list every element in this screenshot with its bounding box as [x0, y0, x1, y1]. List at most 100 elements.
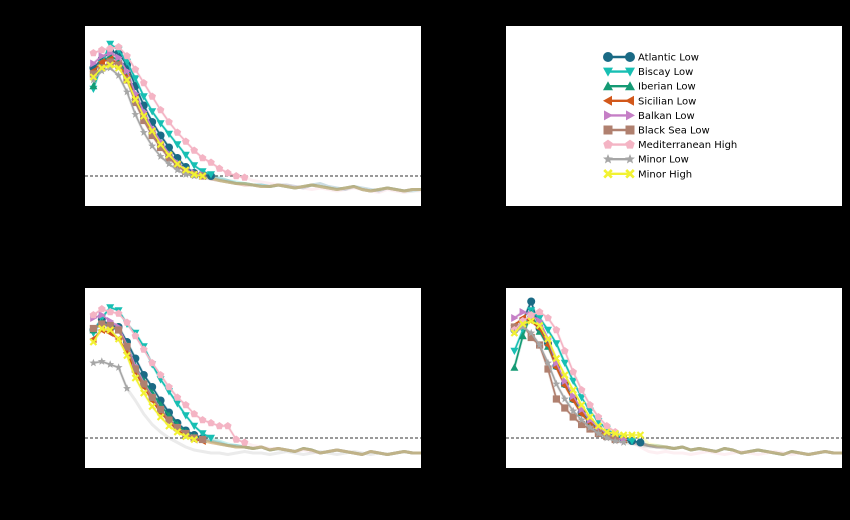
series-point-mediterranean-high — [114, 43, 123, 51]
series-point-mediterranean-high — [97, 46, 106, 54]
series-point-mediterranean-high — [569, 368, 578, 376]
legend-label: Minor Low — [638, 155, 689, 166]
series-point-minor-high — [140, 389, 148, 397]
series-point-mediterranean-high — [173, 393, 182, 401]
series-point-minor-high — [636, 431, 645, 439]
series-point-biscay-low — [207, 434, 215, 442]
series-point-mediterranean-high — [207, 158, 215, 166]
legend-entry-black-sea-low: Black Sea Low — [603, 125, 710, 137]
legend-marker — [625, 95, 634, 106]
panel-bottom-right — [506, 288, 842, 468]
series-point-black-sea-low — [98, 320, 106, 328]
series-point-mediterranean-high — [106, 308, 115, 316]
series-point-minor-low — [131, 110, 140, 118]
series-point-minor-high — [577, 401, 586, 409]
series-point-mediterranean-high — [215, 422, 224, 430]
series-point-minor-low — [114, 363, 123, 371]
series-point-mediterranean-high — [198, 154, 207, 162]
series-point-minor-high — [190, 170, 198, 179]
series-point-black-sea-low — [115, 326, 123, 334]
series-point-mediterranean-high — [207, 419, 215, 427]
series-point-minor-high — [611, 429, 619, 438]
series-point-black-sea-low — [123, 342, 131, 351]
series-point-minor-low — [535, 340, 544, 349]
legend-label: Balkan Low — [638, 111, 695, 122]
series-point-minor-high — [594, 422, 603, 430]
series-point-biscay-low — [173, 400, 182, 408]
series-point-biscay-low — [106, 304, 115, 312]
series-point-minor-high — [190, 435, 198, 444]
series-point-mediterranean-high — [560, 347, 569, 355]
series-point-mediterranean-high — [223, 169, 232, 177]
series-point-minor-low — [619, 438, 628, 446]
series-line-minor-high — [513, 320, 641, 436]
series-point-minor-high — [106, 61, 114, 69]
series-point-black-sea-low — [561, 404, 569, 412]
series-point-minor-low — [586, 423, 594, 431]
plot-marks — [506, 297, 842, 456]
series-point-minor-low — [139, 128, 148, 136]
series-point-minor-high — [114, 335, 123, 343]
series-point-minor-high — [544, 335, 552, 343]
legend-entry-sicilian-low: Sicilian Low — [603, 95, 696, 107]
series-point-mediterranean-high — [577, 386, 586, 394]
series-point-minor-high — [173, 160, 182, 168]
series-point-minor-low — [89, 358, 98, 367]
series-point-mediterranean-high — [123, 52, 131, 60]
series-point-mediterranean-high — [148, 92, 157, 100]
series-point-biscay-low — [586, 407, 594, 415]
legend-entry-minor-low: Minor Low — [603, 153, 689, 166]
series-point-minor-high — [123, 76, 131, 84]
series-point-mediterranean-high — [240, 438, 249, 446]
legend-marker — [625, 125, 635, 135]
series-point-biscay-low — [577, 394, 586, 402]
series-point-biscay-low — [190, 162, 199, 170]
series-point-minor-high — [131, 95, 140, 104]
series-point-black-sea-low — [89, 70, 97, 78]
series-point-mediterranean-high — [181, 401, 190, 409]
legend-entry-iberian-low: Iberian Low — [603, 81, 696, 93]
series-point-biscay-low — [535, 314, 544, 322]
series-point-black-sea-low — [173, 423, 181, 432]
legend-label: Iberian Low — [638, 82, 696, 93]
series-point-mediterranean-high — [594, 413, 603, 421]
series-point-minor-high — [89, 73, 98, 81]
series-point-black-sea-low — [569, 413, 577, 421]
series-point-minor-low — [173, 165, 182, 174]
panel-top-right-legend: Atlantic Low Biscay Low Iberian Low Sicilia… — [506, 26, 842, 206]
series-point-minor-low — [148, 141, 157, 150]
series-point-minor-low — [518, 322, 527, 331]
series-point-black-sea-low — [106, 321, 114, 330]
series-point-biscay-low — [173, 141, 182, 149]
series-point-mediterranean-high — [131, 65, 140, 73]
series-point-biscay-low — [207, 171, 215, 179]
series-point-minor-high — [156, 413, 165, 421]
legend-marker — [625, 81, 635, 91]
series-point-minor-low — [123, 384, 131, 392]
legend-marker — [625, 67, 635, 77]
series-point-mediterranean-high — [586, 401, 594, 409]
series-point-minor-low — [602, 433, 611, 442]
legend-marker — [603, 52, 613, 62]
series-point-mediterranean-high — [89, 49, 98, 57]
legend-label: Atlantic Low — [638, 53, 699, 64]
series-point-minor-high — [165, 151, 173, 159]
series-point-mediterranean-high — [156, 371, 165, 379]
series-point-mediterranean-high — [123, 318, 131, 326]
series-point-minor-high — [173, 428, 182, 436]
series-point-black-sea-low — [115, 61, 123, 69]
series-point-biscay-low — [560, 359, 569, 367]
series-point-mediterranean-high — [544, 314, 552, 322]
plot-area — [506, 288, 842, 468]
panel-top-left — [85, 26, 421, 206]
series-point-mediterranean-high — [131, 332, 140, 340]
series-point-biscay-low — [148, 108, 157, 116]
series-point-minor-low — [181, 170, 190, 178]
series-point-minor-high — [106, 326, 114, 334]
series-point-mediterranean-high — [114, 309, 123, 317]
series-point-iberian-low — [518, 332, 527, 340]
series-point-black-sea-low — [157, 143, 165, 152]
series-point-biscay-low — [569, 377, 578, 385]
series-point-mediterranean-high — [156, 106, 165, 114]
series-point-biscay-low — [139, 93, 148, 101]
